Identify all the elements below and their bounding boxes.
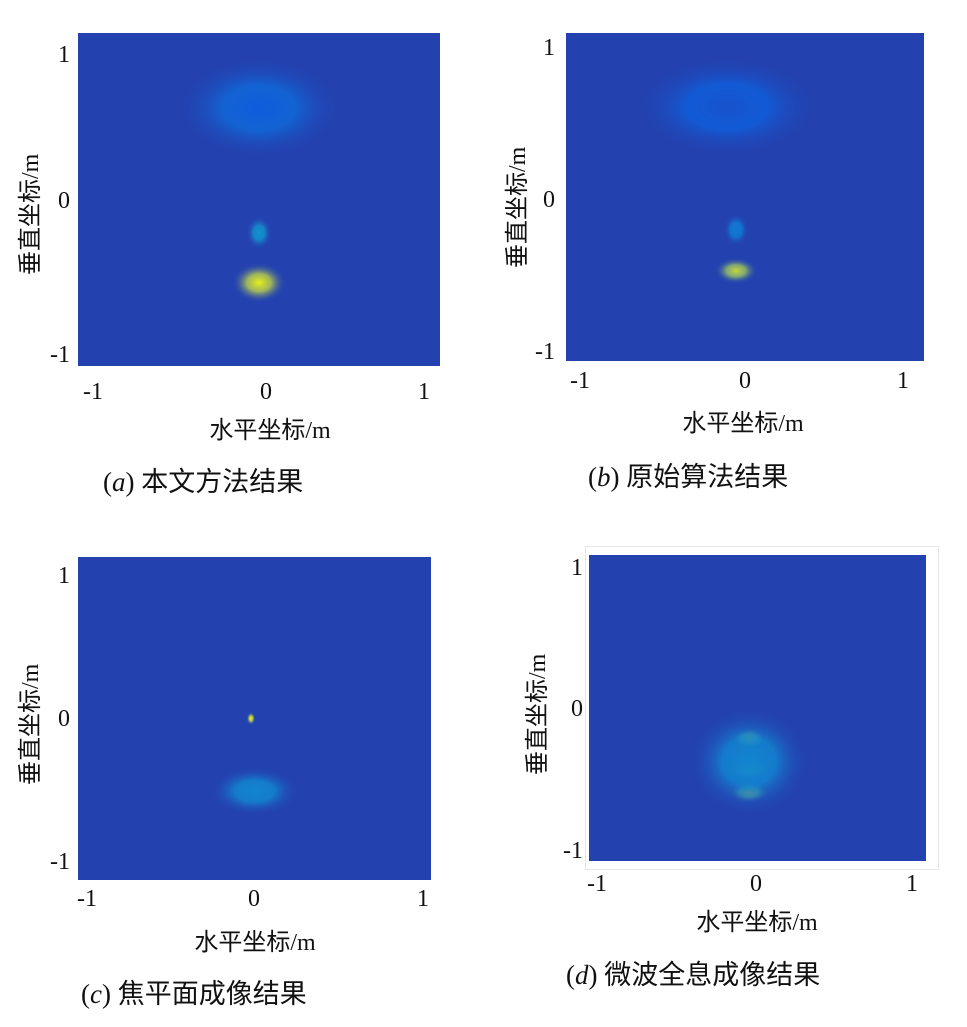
y-tick-label: -1 (563, 838, 583, 864)
x-tick-label: 1 (897, 368, 909, 394)
x-tick-label: 0 (739, 368, 751, 394)
x-axis-label: 水平坐标/m (209, 418, 331, 444)
x-tick-label: 1 (417, 886, 429, 912)
x-tick-label: -1 (570, 368, 590, 394)
x-tick-label: -1 (587, 871, 607, 897)
y-axis-label: 垂直坐标/m (525, 653, 551, 775)
y-tick-label: 1 (543, 35, 555, 61)
x-axis-label: 水平坐标/m (682, 411, 804, 437)
y-axis-label: 垂直坐标/m (505, 146, 531, 268)
y-tick-label: 0 (58, 188, 70, 214)
x-tick-label: 1 (418, 379, 430, 405)
plot-frame (585, 546, 939, 870)
heatmap-hotspot (246, 712, 256, 725)
heatmap-background (589, 555, 926, 861)
heatmap-svg (566, 33, 924, 361)
y-tick-label: -1 (535, 339, 555, 365)
caption-a: (a) 本文方法结果 (103, 467, 304, 497)
y-tick-label: 1 (58, 42, 70, 68)
heatmap-a (78, 33, 440, 366)
heatmap-hotspot (690, 708, 809, 816)
caption-b: (b) 原始算法结果 (588, 462, 789, 492)
heatmap-hotspot (714, 257, 758, 284)
heatmap-hotspot (177, 57, 341, 158)
heatmap-d (589, 555, 926, 861)
heatmap-hotspot (723, 213, 749, 247)
y-tick-label: 0 (58, 706, 70, 732)
x-tick-label: 0 (750, 871, 762, 897)
y-axis-label: 垂直坐标/m (18, 153, 44, 275)
y-axis-label: 垂直坐标/m (18, 663, 44, 785)
heatmap-hotspot (231, 262, 287, 303)
heatmap-svg (78, 557, 431, 880)
x-tick-label: -1 (77, 886, 97, 912)
y-tick-label: 0 (543, 187, 555, 213)
heatmap-b (566, 33, 924, 361)
y-tick-label: 1 (58, 563, 70, 589)
x-tick-label: 1 (906, 871, 918, 897)
heatmap-svg (589, 555, 926, 861)
x-axis-label: 水平坐标/m (696, 910, 818, 936)
x-tick-label: 0 (260, 379, 272, 405)
heatmap-hotspot (246, 216, 272, 250)
x-tick-label: 0 (248, 886, 260, 912)
y-tick-label: -1 (50, 342, 70, 368)
y-tick-label: 0 (571, 696, 583, 722)
caption-c: (c) 焦平面成像结果 (81, 979, 307, 1009)
heatmap-c (78, 557, 431, 880)
heatmap-hotspot (637, 57, 817, 156)
y-tick-label: 1 (571, 555, 583, 581)
y-tick-label: -1 (50, 849, 70, 875)
x-tick-label: -1 (83, 379, 103, 405)
heatmap-svg (78, 33, 440, 366)
caption-d: (d) 微波全息成像结果 (566, 960, 821, 990)
x-axis-label: 水平坐标/m (194, 930, 316, 956)
heatmap-hotspot (210, 766, 299, 816)
